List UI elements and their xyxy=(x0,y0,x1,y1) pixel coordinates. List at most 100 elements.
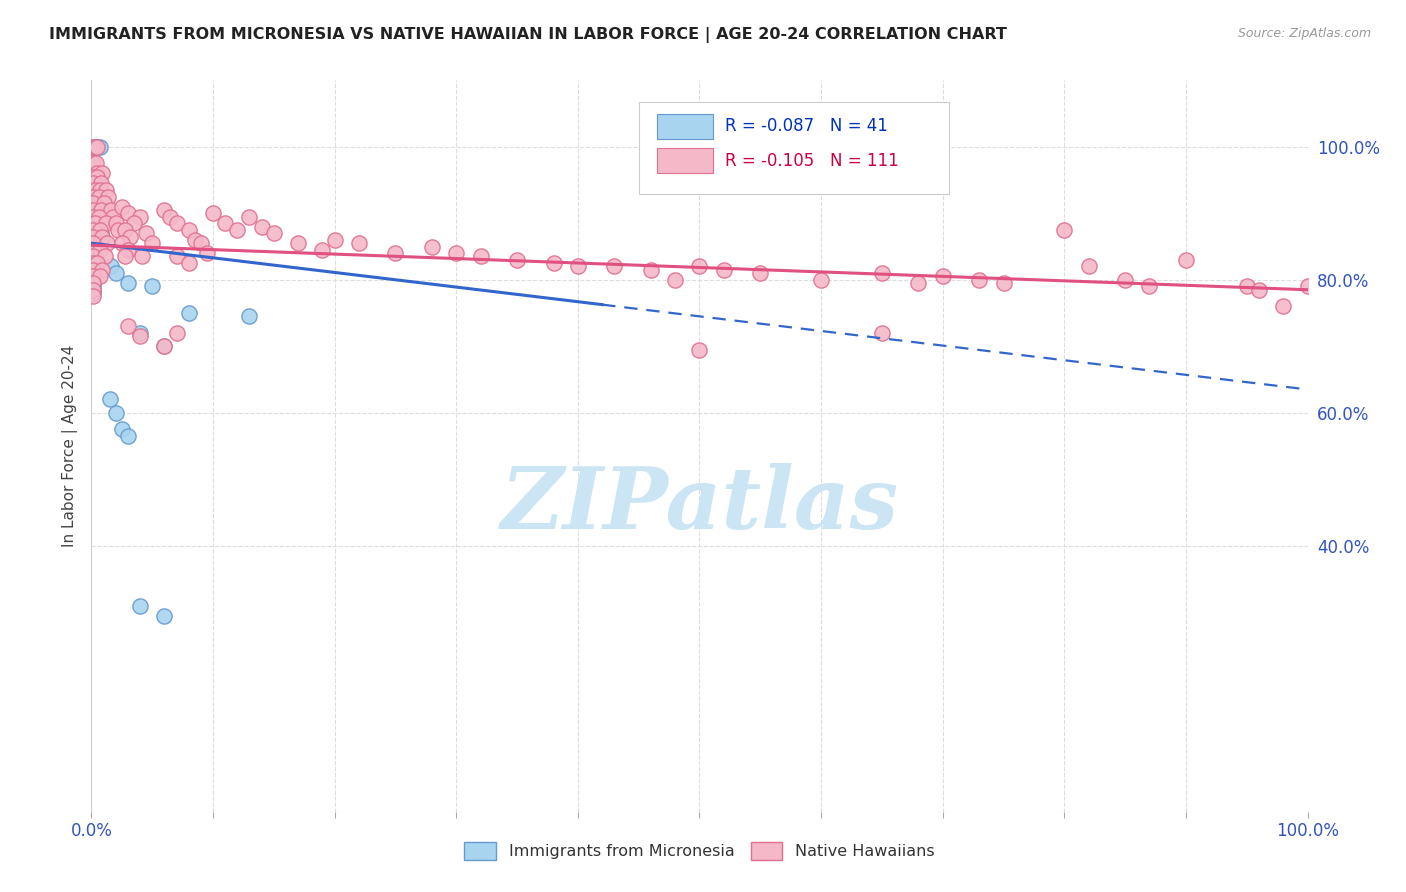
Point xyxy=(82,243,104,257)
Point xyxy=(114,223,136,237)
Point xyxy=(177,256,200,270)
Point xyxy=(311,243,333,257)
Point xyxy=(177,306,200,320)
Point xyxy=(87,210,110,224)
Point xyxy=(166,216,188,230)
Point xyxy=(82,276,104,290)
Point xyxy=(749,266,772,280)
Point xyxy=(1236,279,1258,293)
Point xyxy=(82,250,104,264)
Point xyxy=(870,326,893,340)
Point xyxy=(993,276,1015,290)
Point xyxy=(250,219,273,234)
Point xyxy=(89,269,111,284)
Point xyxy=(82,262,104,277)
Point xyxy=(82,169,104,184)
Legend: Immigrants from Micronesia, Native Hawaiians: Immigrants from Micronesia, Native Hawai… xyxy=(458,836,941,866)
Point xyxy=(82,286,104,301)
Point xyxy=(129,599,152,613)
Point xyxy=(153,202,176,217)
Point xyxy=(347,236,370,251)
Point xyxy=(166,326,188,340)
Point xyxy=(1296,279,1319,293)
Point xyxy=(84,236,107,251)
Point xyxy=(90,177,112,191)
Point xyxy=(94,183,117,197)
Point xyxy=(91,229,114,244)
Point xyxy=(177,223,200,237)
Point xyxy=(323,233,346,247)
Point xyxy=(82,256,104,270)
Point xyxy=(94,250,117,264)
Point xyxy=(153,339,176,353)
Point xyxy=(90,202,112,217)
Point xyxy=(117,206,139,220)
Point xyxy=(1053,223,1076,237)
Point xyxy=(870,266,893,280)
Point xyxy=(96,236,118,251)
Point xyxy=(603,260,626,274)
Text: R = -0.105   N = 111: R = -0.105 N = 111 xyxy=(725,152,898,169)
Point xyxy=(129,210,152,224)
Point xyxy=(82,223,104,237)
Point xyxy=(89,140,111,154)
Point xyxy=(688,343,710,357)
Point xyxy=(93,196,115,211)
Point xyxy=(82,266,104,280)
FancyBboxPatch shape xyxy=(657,148,713,173)
Point xyxy=(84,246,107,260)
Y-axis label: In Labor Force | Age 20-24: In Labor Force | Age 20-24 xyxy=(62,345,77,547)
Point xyxy=(84,183,107,197)
Point xyxy=(238,210,260,224)
Point xyxy=(91,166,114,180)
Point xyxy=(103,210,125,224)
Point xyxy=(82,189,104,203)
Point xyxy=(86,140,108,154)
Point xyxy=(89,223,111,237)
Point xyxy=(82,202,104,217)
Point xyxy=(1114,273,1136,287)
Point xyxy=(107,223,129,237)
Point xyxy=(129,329,152,343)
Point xyxy=(82,236,104,251)
Point xyxy=(104,406,127,420)
Point xyxy=(89,243,111,257)
Point xyxy=(967,273,990,287)
Point xyxy=(117,319,139,334)
Point xyxy=(543,256,565,270)
Point xyxy=(111,422,134,436)
Text: R = -0.087   N = 41: R = -0.087 N = 41 xyxy=(725,118,889,136)
Point xyxy=(184,233,207,247)
Point xyxy=(82,269,104,284)
Point xyxy=(117,243,139,257)
Point xyxy=(117,429,139,443)
Point xyxy=(688,260,710,274)
Point xyxy=(98,392,121,407)
Point xyxy=(1139,279,1161,293)
Point xyxy=(420,239,443,253)
Point xyxy=(82,276,104,290)
Point xyxy=(664,273,686,287)
Point xyxy=(166,250,188,264)
Point xyxy=(82,262,104,277)
Point xyxy=(84,140,107,154)
Point xyxy=(86,140,108,154)
Point xyxy=(83,239,105,253)
Point xyxy=(82,273,104,287)
Text: ZIPatlas: ZIPatlas xyxy=(501,463,898,546)
Point xyxy=(384,246,406,260)
Point xyxy=(131,250,153,264)
Point xyxy=(111,200,134,214)
Point xyxy=(141,236,163,251)
Point xyxy=(141,279,163,293)
Point xyxy=(82,140,104,154)
Point xyxy=(82,269,104,284)
Point xyxy=(82,219,104,234)
FancyBboxPatch shape xyxy=(638,103,949,194)
Point xyxy=(470,250,492,264)
Point xyxy=(82,289,104,303)
Point xyxy=(82,256,104,270)
Point xyxy=(82,229,104,244)
Point xyxy=(86,166,108,180)
Point xyxy=(567,260,589,274)
